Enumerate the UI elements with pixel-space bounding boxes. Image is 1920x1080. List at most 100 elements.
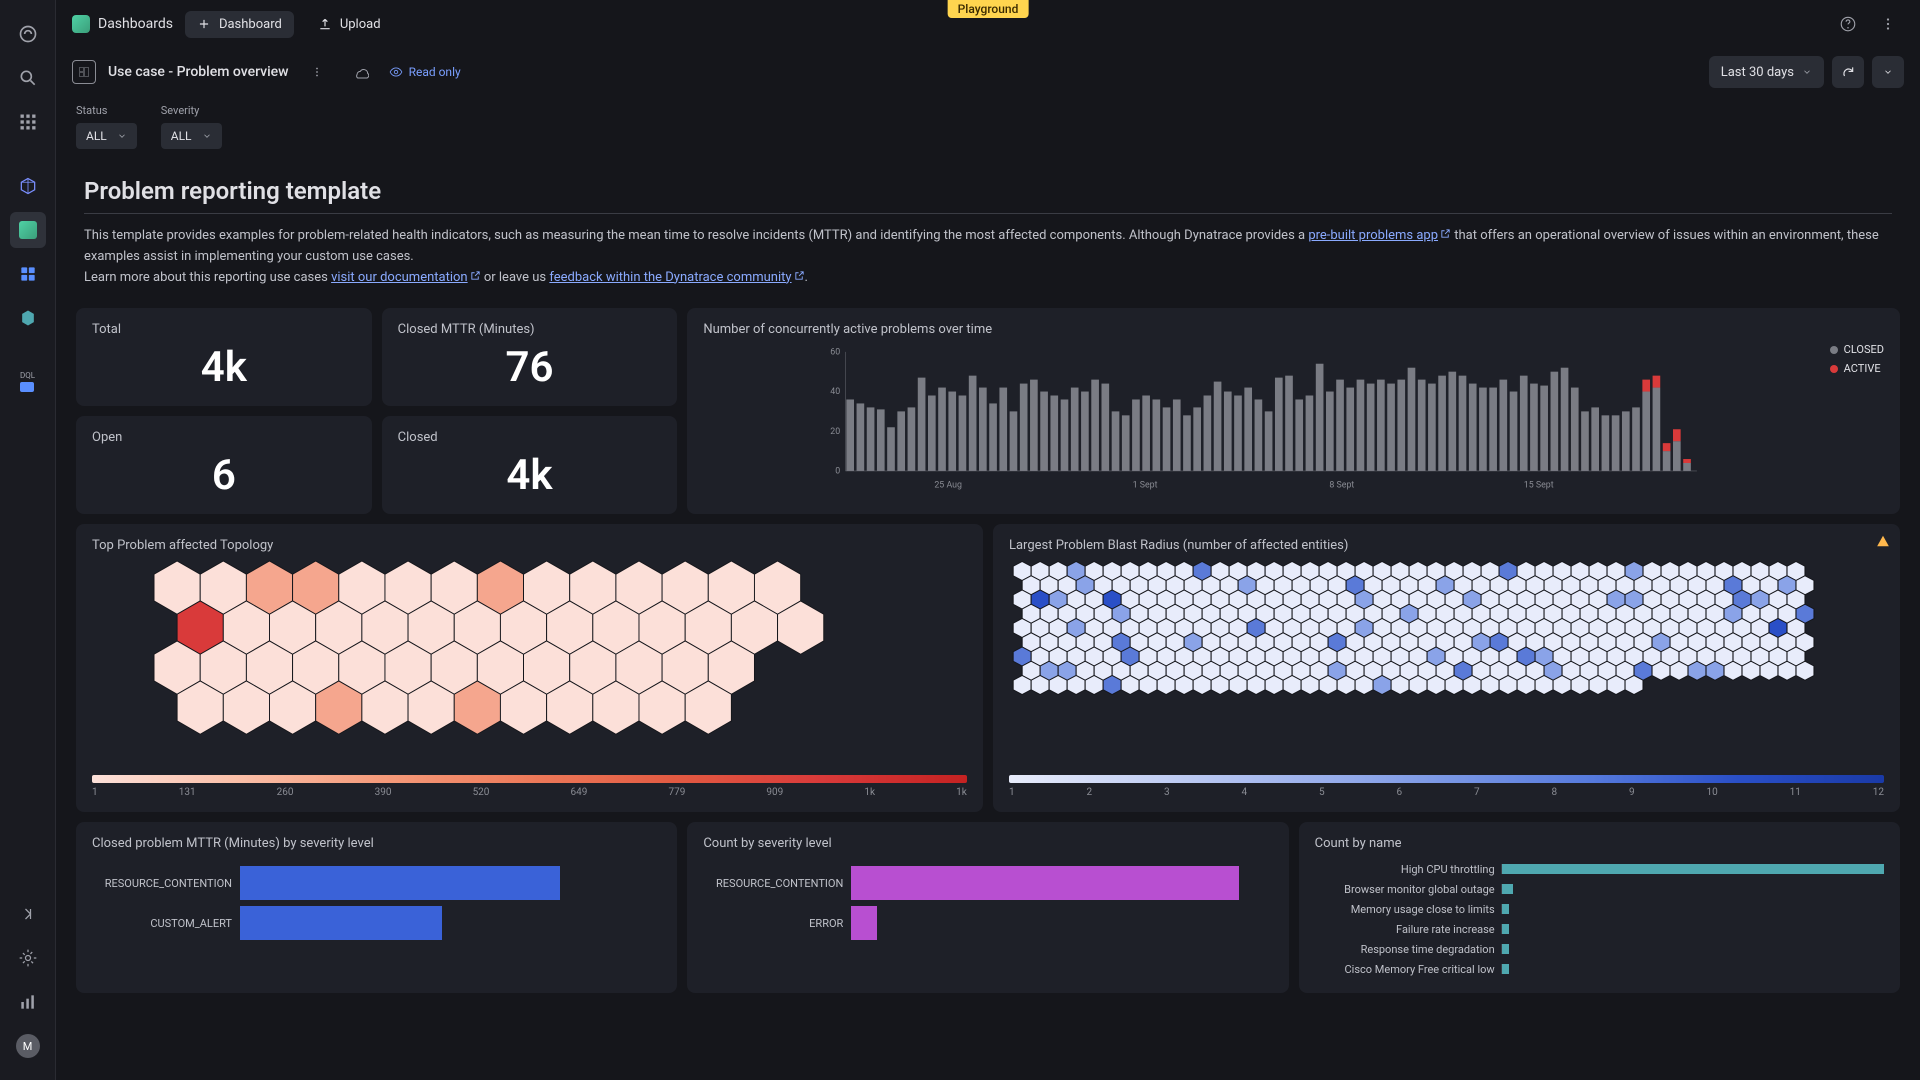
- mini-row: Memory usage close to limits: [1315, 899, 1884, 919]
- read-only-indicator: Read only: [389, 65, 461, 79]
- stat-closed-value: 4k: [398, 451, 662, 500]
- legend-item: CLOSED: [1830, 343, 1884, 356]
- dashboard-content: Problem reporting template This template…: [56, 161, 1920, 1080]
- svg-text:25 Aug: 25 Aug: [935, 481, 963, 491]
- upload-icon: [318, 17, 332, 31]
- logo-icon[interactable]: [10, 16, 46, 52]
- legend-item: ACTIVE: [1830, 362, 1884, 375]
- hbar-row: CUSTOM_ALERT: [92, 903, 661, 943]
- concurrent-legend: CLOSED ACTIVE: [1830, 343, 1884, 493]
- upload-label: Upload: [340, 17, 381, 32]
- concurrent-chart-svg: 0 20 40 60 25 Aug 1 Sept 8 Sept 15 Sept: [703, 343, 1817, 493]
- topology-scale-ticks: 11312603905206497799091k1k: [92, 787, 967, 798]
- hbar-row: RESOURCE_CONTENTION: [703, 863, 1272, 903]
- filter-bar: Status ALL Severity ALL: [56, 96, 1920, 161]
- filter-severity-dropdown[interactable]: ALL: [161, 123, 222, 149]
- svg-text:15 Sept: 15 Sept: [1524, 481, 1554, 491]
- link-problems-app[interactable]: pre-built problems app: [1308, 228, 1451, 243]
- blast-hexgrid: [1009, 559, 1884, 759]
- topology-hexgrid: [92, 559, 967, 759]
- svg-text:60: 60: [831, 348, 841, 358]
- more-button[interactable]: [1872, 8, 1904, 40]
- mini-row: Response time degradation: [1315, 939, 1884, 959]
- upload-button[interactable]: Upload: [306, 11, 393, 38]
- breadcrumb-label: Dashboards: [98, 16, 173, 32]
- refresh-icon: [1841, 65, 1855, 79]
- filter-status-value: ALL: [86, 129, 107, 143]
- stat-open-value: 6: [92, 451, 356, 500]
- svg-text:1 Sept: 1 Sept: [1133, 481, 1158, 491]
- filter-status-dropdown[interactable]: ALL: [76, 123, 137, 149]
- time-range-picker[interactable]: Last 30 days: [1709, 56, 1824, 88]
- filter-severity-value: ALL: [171, 129, 192, 143]
- chevron-down-icon: [1883, 67, 1893, 77]
- filter-severity-label: Severity: [161, 104, 222, 117]
- external-link-icon: [1440, 228, 1451, 239]
- count-by-name-card: Count by name High CPU throttlingBrowser…: [1299, 822, 1900, 993]
- time-range-label: Last 30 days: [1721, 65, 1794, 80]
- link-documentation[interactable]: visit our documentation: [331, 270, 481, 285]
- stat-total: Total 4k: [76, 308, 372, 406]
- chevron-down-icon: [117, 131, 127, 141]
- chevron-down-icon: [202, 131, 212, 141]
- nav-item-dashboards-icon[interactable]: [10, 212, 46, 248]
- refresh-options-button[interactable]: [1872, 56, 1904, 88]
- cloud-sync-icon: [353, 64, 369, 80]
- dashboard-title: Use case - Problem overview: [108, 64, 289, 80]
- blast-radius-card: Largest Problem Blast Radius (number of …: [993, 524, 1900, 812]
- svg-text:0: 0: [836, 467, 841, 477]
- dashboards-app-icon: [72, 15, 90, 33]
- svg-text:40: 40: [831, 388, 841, 398]
- title-bar: Use case - Problem overview Read only La…: [56, 48, 1920, 96]
- title-more-button[interactable]: [301, 56, 333, 88]
- read-only-label: Read only: [409, 65, 461, 79]
- user-avatar[interactable]: M: [10, 1028, 46, 1064]
- nav-item-hexagon-icon[interactable]: [10, 300, 46, 336]
- nav-item-cube-icon[interactable]: [10, 168, 46, 204]
- expand-rail-icon[interactable]: [10, 896, 46, 932]
- mttr-by-severity-card: Closed problem MTTR (Minutes) by severit…: [76, 822, 677, 993]
- mini-row: Browser monitor global outage: [1315, 879, 1884, 899]
- analytics-icon[interactable]: [10, 984, 46, 1020]
- stat-closed: Closed 4k: [382, 416, 678, 514]
- apps-grid-icon[interactable]: [10, 104, 46, 140]
- left-nav-rail: DQL M: [0, 0, 56, 1080]
- mini-row: Failure rate increase: [1315, 919, 1884, 939]
- eye-icon: [389, 65, 403, 79]
- stat-mttr: Closed MTTR (Minutes) 76: [382, 308, 678, 406]
- filter-status-label: Status: [76, 104, 137, 117]
- name-bars: High CPU throttlingBrowser monitor globa…: [1315, 859, 1884, 979]
- settings-gear-icon[interactable]: [10, 940, 46, 976]
- new-dashboard-label: Dashboard: [219, 17, 282, 32]
- page-title: Problem reporting template: [84, 177, 1892, 205]
- hero-section: Problem reporting template This template…: [76, 177, 1900, 288]
- stat-open: Open 6: [76, 416, 372, 514]
- help-icon: [1839, 15, 1857, 33]
- nav-item-grid-icon[interactable]: [10, 256, 46, 292]
- hero-description: This template provides examples for prob…: [84, 226, 1892, 288]
- dashboard-type-icon: [72, 60, 96, 84]
- svg-text:20: 20: [831, 427, 841, 437]
- sync-button[interactable]: [345, 56, 377, 88]
- stat-total-value: 4k: [92, 343, 356, 392]
- svg-text:8 Sept: 8 Sept: [1330, 481, 1355, 491]
- nav-item-dql-icon[interactable]: DQL: [10, 364, 46, 400]
- mini-row: High CPU throttling: [1315, 859, 1884, 879]
- plus-icon: [197, 17, 211, 31]
- hbar-row: RESOURCE_CONTENTION: [92, 863, 661, 903]
- new-dashboard-button[interactable]: Dashboard: [185, 11, 294, 38]
- mini-row: Cisco Memory Free critical low: [1315, 959, 1884, 979]
- refresh-button[interactable]: [1832, 56, 1864, 88]
- search-icon[interactable]: [10, 60, 46, 96]
- blast-scale: [1009, 775, 1884, 783]
- link-feedback[interactable]: feedback within the Dynatrace community: [549, 270, 804, 285]
- stat-mttr-value: 76: [398, 343, 662, 392]
- severity-bars: RESOURCE_CONTENTIONERROR: [703, 863, 1272, 943]
- external-link-icon: [470, 270, 481, 281]
- blast-scale-ticks: 123456789101112: [1009, 787, 1884, 798]
- help-button[interactable]: [1832, 8, 1864, 40]
- warning-icon[interactable]: [1876, 534, 1890, 552]
- chevron-down-icon: [1802, 67, 1812, 77]
- topology-card: Top Problem affected Topology 1131260390…: [76, 524, 983, 812]
- breadcrumb-dashboards[interactable]: Dashboards: [72, 15, 173, 33]
